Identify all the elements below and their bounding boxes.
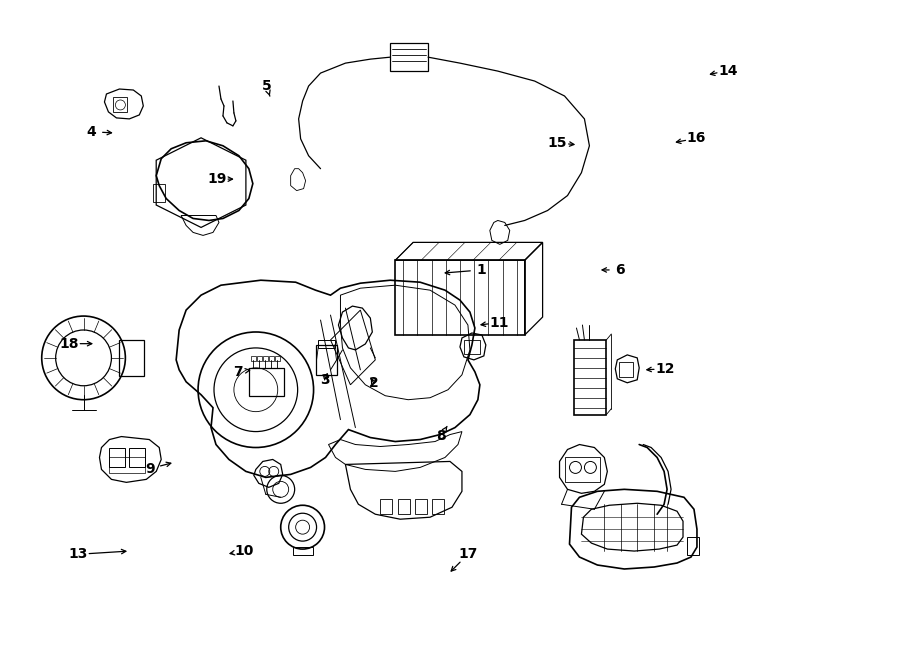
Text: 14: 14 — [718, 63, 738, 77]
Bar — [120, 340, 144, 376]
Bar — [274, 356, 280, 361]
Bar — [687, 537, 699, 555]
Bar — [316, 345, 338, 375]
Bar — [574, 340, 607, 414]
Text: 8: 8 — [436, 429, 446, 443]
Bar — [251, 356, 256, 361]
Bar — [464, 340, 480, 354]
Bar — [110, 447, 125, 467]
Bar — [619, 362, 634, 377]
Bar — [381, 499, 392, 514]
Bar — [292, 547, 312, 555]
Bar — [269, 356, 274, 361]
Text: 16: 16 — [687, 132, 707, 145]
Bar — [256, 356, 262, 361]
Text: 9: 9 — [145, 462, 155, 476]
Text: 10: 10 — [234, 544, 254, 558]
Bar — [432, 499, 444, 514]
Bar — [248, 368, 284, 396]
Bar — [110, 457, 145, 473]
Text: 13: 13 — [68, 547, 88, 561]
Text: 6: 6 — [616, 263, 625, 277]
Text: 2: 2 — [369, 376, 379, 390]
Text: 19: 19 — [207, 172, 227, 186]
Bar — [263, 356, 268, 361]
Text: 7: 7 — [233, 365, 242, 379]
Bar — [415, 499, 428, 514]
Text: 15: 15 — [548, 136, 567, 150]
Bar — [391, 43, 428, 71]
Bar — [318, 340, 336, 348]
Bar — [130, 447, 145, 467]
Text: 12: 12 — [655, 362, 675, 375]
Text: 1: 1 — [476, 263, 486, 277]
Text: 5: 5 — [261, 79, 271, 93]
Bar — [564, 457, 600, 483]
Text: 18: 18 — [59, 336, 79, 351]
Text: 17: 17 — [458, 547, 478, 561]
Text: 4: 4 — [86, 125, 96, 139]
Text: 11: 11 — [490, 315, 509, 330]
Text: 3: 3 — [320, 373, 329, 387]
Bar — [113, 97, 128, 112]
Bar — [395, 260, 525, 335]
Bar — [153, 184, 166, 202]
Bar — [398, 499, 410, 514]
